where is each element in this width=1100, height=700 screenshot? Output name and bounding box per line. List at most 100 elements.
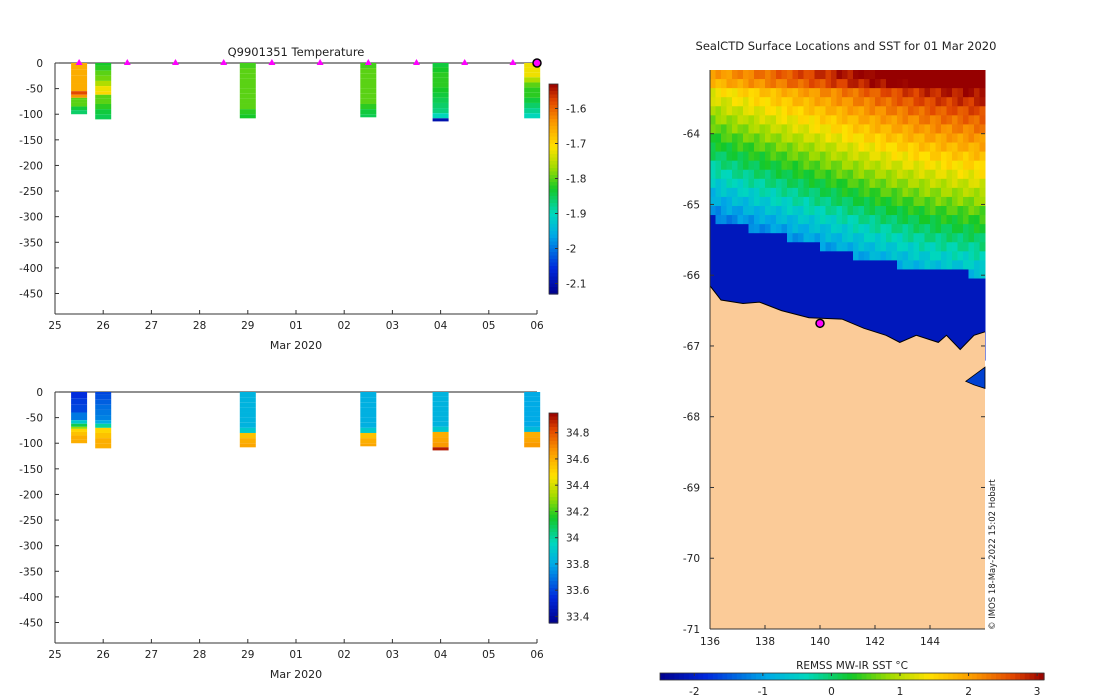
sst-cell	[721, 133, 727, 144]
profile-bin	[524, 406, 541, 412]
sst-cell	[974, 196, 980, 207]
profile-bin	[71, 431, 88, 436]
sst-cell	[737, 233, 744, 243]
sst-cell	[880, 124, 887, 134]
colorbar-tick-label: -2.1	[566, 279, 587, 291]
sst-cell	[776, 233, 782, 243]
profile-bin	[524, 401, 541, 407]
profile-bin	[360, 417, 377, 423]
sst-cell	[957, 314, 964, 325]
sst-cell	[721, 79, 727, 89]
sst-cell	[941, 187, 947, 198]
sst-cell	[836, 106, 843, 116]
sst-cell	[721, 169, 727, 180]
sst-cell	[842, 278, 848, 289]
colorbar-swatch	[549, 122, 558, 127]
profile-bin	[95, 432, 112, 439]
colorbar-tick-label: 34.2	[566, 506, 589, 518]
profile-bin	[71, 392, 88, 399]
sst-colorbar-swatch	[664, 673, 671, 680]
sst-cell	[792, 269, 799, 280]
sst-cell	[831, 79, 837, 89]
sst-cell	[858, 305, 865, 316]
sst-cell	[836, 79, 843, 89]
sst-cell	[814, 233, 821, 243]
sst-cell	[853, 287, 859, 298]
sst-cell	[726, 106, 733, 116]
sst-colorbar-tick-label: 1	[897, 686, 904, 698]
sst-colorbar-swatch	[679, 673, 685, 680]
sst-cell	[803, 196, 810, 207]
sst-cell	[858, 314, 865, 325]
sst-cell	[710, 115, 716, 125]
sst-cell	[864, 79, 870, 89]
sst-cell	[913, 187, 920, 198]
sst-cell	[803, 287, 810, 298]
sst-cell	[913, 242, 920, 252]
sst-cell	[770, 133, 777, 144]
sst-cell	[963, 160, 969, 171]
sst-cell	[957, 224, 964, 234]
sst-cell	[853, 151, 859, 162]
sst-cell	[974, 187, 980, 198]
profile-bin	[432, 437, 449, 443]
sst-cell	[897, 314, 903, 325]
sst-cell	[919, 278, 925, 289]
sst-cell	[979, 224, 986, 234]
profile-bin	[432, 72, 449, 78]
sst-cell	[963, 115, 969, 125]
sst-cell	[748, 278, 755, 289]
sst-cell	[710, 178, 716, 189]
sst-cell	[792, 296, 799, 307]
profile-bin	[432, 431, 449, 438]
sst-cell	[963, 260, 969, 270]
sst-cell	[875, 242, 881, 252]
sst-cell	[787, 124, 793, 134]
sst-cell	[765, 124, 771, 134]
sst-colorbar-swatch	[736, 673, 743, 680]
sst-cell	[886, 260, 892, 270]
sst-cell	[792, 97, 799, 107]
sst-cell	[897, 278, 903, 289]
sst-cell	[743, 205, 749, 216]
sst-cell	[792, 287, 799, 298]
sst-cell	[743, 151, 749, 162]
sst-cell	[743, 160, 749, 171]
sst-cell	[809, 160, 815, 171]
sst-cell	[930, 115, 936, 125]
sst-cell	[853, 187, 859, 198]
sst-cell	[941, 242, 947, 252]
sst-cell	[935, 287, 942, 298]
sst-cell	[858, 205, 865, 216]
x-tick-label: 28	[193, 649, 206, 661]
profile-bin	[239, 432, 256, 439]
sst-cell	[842, 106, 848, 116]
sst-cell	[836, 160, 843, 171]
sst-cell	[809, 215, 815, 225]
sst-cell	[919, 133, 925, 144]
sst-cell	[820, 242, 826, 252]
sst-cell	[831, 88, 837, 98]
sst-cell	[974, 305, 980, 316]
sst-cell	[809, 296, 815, 307]
sst-cell	[886, 251, 892, 261]
sst-cell	[847, 169, 854, 180]
profile-bin	[360, 83, 377, 89]
sst-cell	[869, 142, 876, 153]
sst-colorbar-swatch	[780, 673, 786, 680]
sst-cell	[924, 196, 931, 207]
sst-cell	[902, 196, 909, 207]
sst-colorbar-swatch	[1000, 673, 1007, 680]
sst-cell	[765, 187, 771, 198]
sst-cell	[908, 278, 914, 289]
sst-cell	[781, 305, 788, 316]
sst-cell	[875, 196, 881, 207]
sst-cell	[880, 269, 887, 280]
sst-cell	[869, 251, 876, 261]
sst-cell	[781, 269, 788, 280]
sst-cell	[935, 142, 942, 153]
sst-cell	[798, 287, 804, 298]
sst-cell	[869, 242, 876, 252]
sst-cell	[732, 278, 738, 289]
sst-cell	[952, 142, 958, 153]
